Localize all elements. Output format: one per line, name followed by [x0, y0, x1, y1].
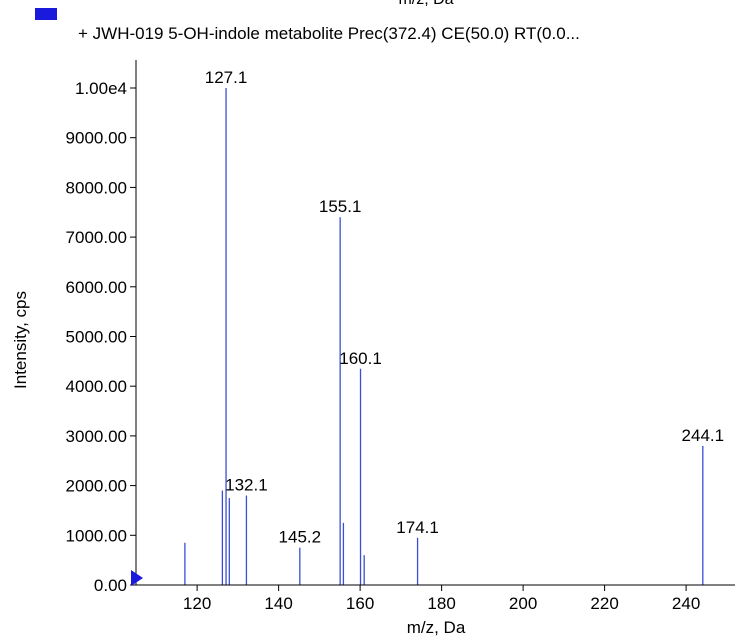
x-tick-label: 240	[672, 594, 700, 613]
axis-origin-marker[interactable]	[131, 570, 143, 586]
legend-swatch	[35, 8, 57, 20]
y-tick-label: 7000.00	[66, 228, 127, 247]
x-tick-label: 200	[509, 594, 537, 613]
top-clipped-axis-label: m/z, Da	[398, 0, 453, 8]
x-tick-label: 220	[590, 594, 618, 613]
y-tick-label: 1000.00	[66, 526, 127, 545]
y-axis-ticks: 0.00 1000.00 2000.00 3000.00 4000.00 5000.00 6…	[66, 79, 136, 595]
peak-label: 132.1	[225, 476, 268, 495]
x-tick-label: 140	[264, 594, 292, 613]
x-tick-label: 120	[183, 594, 211, 613]
y-tick-label: 1.00e4	[75, 79, 127, 98]
peak-label: 127.1	[205, 68, 248, 87]
y-tick-label: 9000.00	[66, 129, 127, 148]
y-tick-label: 5000.00	[66, 328, 127, 347]
x-axis-ticks: 120 140 160 180 200 220 240	[183, 585, 700, 613]
peak-label: 145.2	[279, 528, 322, 547]
y-tick-label: 8000.00	[66, 178, 127, 197]
x-axis-label: m/z, Da	[407, 618, 466, 637]
y-tick-label: 0.00	[94, 576, 127, 595]
spectrum-peaks	[184, 88, 704, 585]
y-axis-label: Intensity, cps	[11, 291, 30, 389]
y-tick-label: 2000.00	[66, 477, 127, 496]
x-tick-label: 160	[346, 594, 374, 613]
peak-label: 160.1	[339, 349, 382, 368]
y-tick-label: 6000.00	[66, 278, 127, 297]
peak-label: 155.1	[319, 197, 362, 216]
peak-label: 244.1	[682, 426, 725, 445]
peak-labels: 127.1 132.1 145.2 155.1 160.1 174.1 244.1	[205, 68, 724, 547]
legend-text: + JWH-019 5-OH-indole metabolite Prec(37…	[78, 24, 580, 43]
peak-label: 174.1	[396, 518, 439, 537]
x-tick-label: 180	[427, 594, 455, 613]
y-tick-label: 3000.00	[66, 427, 127, 446]
y-tick-label: 4000.00	[66, 377, 127, 396]
